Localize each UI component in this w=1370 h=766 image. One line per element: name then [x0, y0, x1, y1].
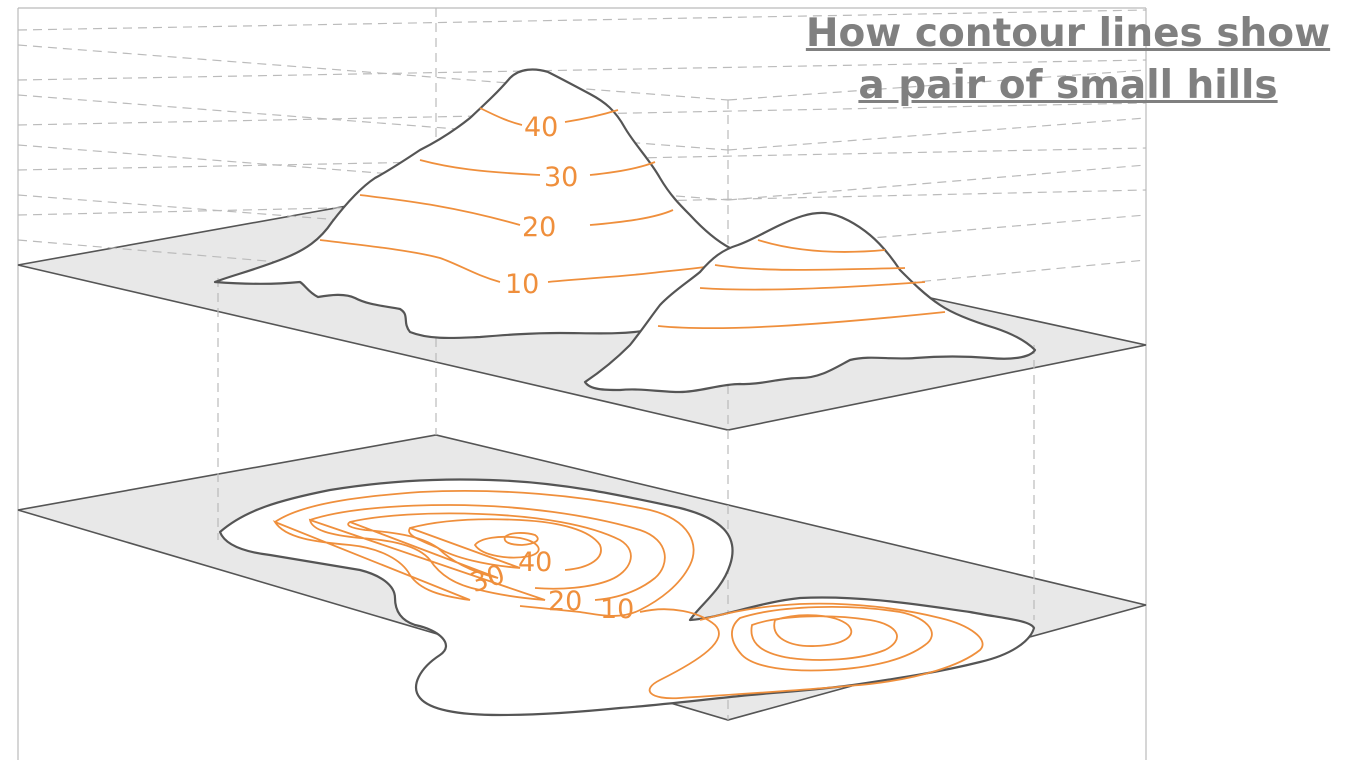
map-contour-40	[408, 518, 602, 571]
hill-label-30: 30	[544, 162, 578, 193]
contour-small-hill-4	[657, 311, 946, 330]
map-contour-big-summit	[503, 532, 539, 546]
contour-small-hill-3	[699, 281, 926, 291]
map-contour-small-20	[731, 606, 933, 672]
map-contours	[272, 489, 984, 700]
small-hill-contours	[657, 239, 946, 330]
map-contour-small-10	[639, 602, 984, 700]
map-contour-20	[308, 504, 666, 601]
contour-20-hill	[359, 194, 674, 226]
hill-labels: 40 30 20 10	[505, 112, 578, 300]
contour-30-hill	[419, 159, 656, 176]
small-hill	[583, 211, 1037, 394]
contour-10-hill	[319, 239, 713, 283]
big-hill-contours	[319, 107, 713, 283]
title-line-2: a pair of small hills	[858, 63, 1278, 108]
contour-small-hill-1	[757, 239, 886, 253]
frame	[17, 7, 1147, 760]
title-line-1: How contour lines show	[805, 11, 1331, 56]
hill-label-40: 40	[524, 112, 558, 143]
map-label-40: 40	[518, 547, 552, 578]
map-label-10: 10	[600, 594, 634, 625]
map-contour-big-peak	[473, 535, 540, 559]
map-contour-30	[347, 512, 632, 590]
contour-40-hill	[479, 107, 619, 126]
diagram-title: How contour lines show a pair of small h…	[788, 8, 1348, 112]
map-contour-small-40	[773, 614, 853, 647]
map-outline	[218, 478, 1036, 717]
hill-label-10: 10	[505, 269, 539, 300]
contour-small-hill-2	[714, 264, 906, 271]
map-contour-10	[272, 489, 695, 617]
hill-label-20: 20	[522, 212, 556, 243]
map-label-20: 20	[548, 586, 582, 617]
